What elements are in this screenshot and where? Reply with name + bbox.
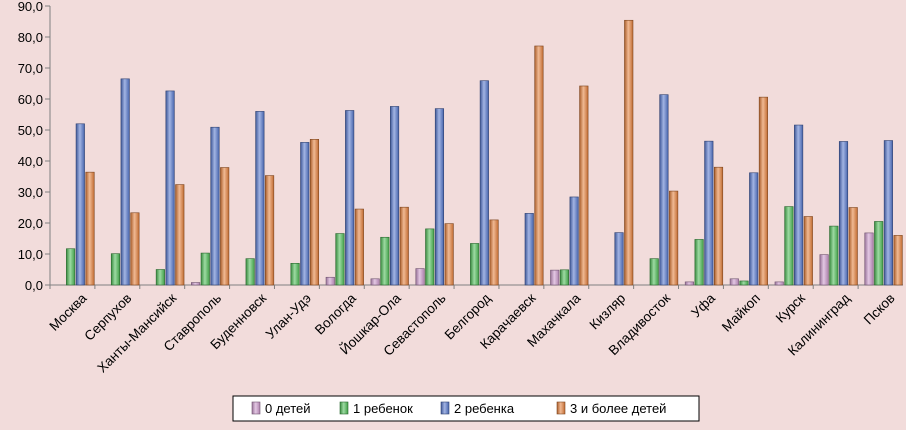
bar-2-ребенка-калининград xyxy=(838,141,849,286)
bar-3-и-более-детей-буденновск xyxy=(265,175,275,286)
bar-3-и-более-детей-севастополь xyxy=(444,223,454,286)
bar-1-ребенок-калининград xyxy=(829,225,839,286)
y-tick-label: 0,0 xyxy=(25,278,43,293)
bar-3-и-более-детей-владивосток xyxy=(669,190,679,286)
bar-3-и-более-детей-йошкар-ола xyxy=(399,206,409,286)
bar-2-ребенка-владивосток xyxy=(659,94,669,286)
bar-0-детей-севастополь xyxy=(415,268,425,286)
bar-0-детей-ставрополь xyxy=(191,282,201,286)
y-tick-label: 30,0 xyxy=(18,185,43,200)
y-tick-label: 20,0 xyxy=(18,216,43,231)
bar-0-детей-псков xyxy=(864,232,874,286)
bar-2-ребенка-севастополь xyxy=(434,108,445,286)
bar-3-и-более-детей-уфа xyxy=(713,166,724,286)
bar-3-и-более-детей-ставрополь xyxy=(220,167,230,286)
x-tick-label-кизляр: Кизляр xyxy=(586,291,628,333)
bar-3-и-более-детей-серпухов xyxy=(130,212,140,286)
bar-3-и-более-детей-калининград xyxy=(848,207,858,286)
bar-1-ребенок-вологда xyxy=(335,233,345,286)
x-tick-label-ханты-мансийск: Ханты-Мансийск xyxy=(94,290,179,375)
bar-3-и-более-детей-ханты-мансийск xyxy=(175,184,185,286)
bar-1-ребенок-псков xyxy=(874,221,884,286)
bar-2-ребенка-кизляр xyxy=(614,232,624,286)
x-tick-label-уфа: Уфа xyxy=(688,290,718,320)
legend-label-1-ребенок: 1 ребенок xyxy=(353,401,413,416)
bar-2-ребенка-серпухов xyxy=(120,78,130,286)
bar-2-ребенка-йошкар-ола xyxy=(390,106,400,286)
bar-3-и-более-детей-псков xyxy=(893,235,903,286)
bar-0-детей-махачкала xyxy=(550,269,560,286)
bar-0-детей-курск xyxy=(774,281,784,286)
y-tick-label: 10,0 xyxy=(18,247,43,262)
bar-2-ребенка-ханты-мансийск xyxy=(165,90,175,286)
bar-1-ребенок-майкоп xyxy=(739,280,749,286)
bar-2-ребенка-буденновск xyxy=(255,111,265,286)
x-tick-label-псков: Псков xyxy=(861,291,898,328)
legend: 0 детей 1 ребенок 2 ребенка 3 и более детей xyxy=(232,395,700,422)
bar-3-и-более-детей-улан-удэ xyxy=(309,139,320,286)
y-tick-label: 40,0 xyxy=(18,154,43,169)
y-tick-label: 80,0 xyxy=(18,30,43,45)
bar-2-ребенка-ставрополь xyxy=(210,126,220,286)
y-tick-label: 50,0 xyxy=(18,123,43,138)
bar-3-и-более-детей-кизляр xyxy=(624,19,634,286)
bar-1-ребенок-серпухов xyxy=(110,253,121,286)
bar-1-ребенок-севастополь xyxy=(425,228,435,286)
bar-3-и-более-детей-махачкала xyxy=(579,85,589,286)
bar-3-и-более-детей-белгород xyxy=(489,219,499,286)
bar-3-и-более-детей-вологда xyxy=(354,208,364,286)
legend-label-2-ребенка: 2 ребенка xyxy=(454,401,515,416)
bar-2-ребенка-курск xyxy=(794,124,804,286)
bar-0-детей-майкоп xyxy=(729,278,739,286)
x-tick-label-улан-удэ: Улан-Удэ xyxy=(263,290,314,341)
bar-0-детей-йошкар-ола xyxy=(370,278,380,286)
bar-1-ребенок-белгород xyxy=(470,243,480,286)
bar-2-ребенка-уфа xyxy=(704,140,714,286)
y-tick-label: 70,0 xyxy=(18,61,43,76)
legend-swatch-2-ребенка xyxy=(440,401,450,415)
bar-0-детей-калининград xyxy=(819,254,829,286)
bar-1-ребенок-уфа xyxy=(694,239,704,286)
bar-2-ребенка-улан-удэ xyxy=(300,142,310,286)
bar-3-и-более-детей-майкоп xyxy=(758,96,768,286)
legend-swatch-0-детей xyxy=(251,401,261,415)
y-tick-label: 90,0 xyxy=(18,0,43,14)
x-tick-label-майкоп: Майкоп xyxy=(719,291,763,335)
bar-1-ребенок-ханты-мансийск xyxy=(155,269,165,286)
bar-1-ребенок-москва xyxy=(66,248,76,286)
bar-1-ребенок-махачкала xyxy=(559,269,569,286)
bar-1-ребенок-улан-удэ xyxy=(290,262,300,286)
bar-2-ребенка-вологда xyxy=(345,110,355,286)
x-tick-label-курск: Курск xyxy=(773,290,808,325)
bar-2-ребенка-майкоп xyxy=(749,172,759,286)
bar-2-ребенка-белгород xyxy=(479,80,489,286)
bar-3-и-более-детей-москва xyxy=(85,171,95,286)
bar-0-детей-вологда xyxy=(325,276,335,286)
legend-swatch-1-ребенок xyxy=(339,401,349,415)
bar-2-ребенка-махачкала xyxy=(569,196,579,286)
legend-box xyxy=(232,395,700,422)
bars xyxy=(66,19,903,286)
bar-0-детей-уфа xyxy=(684,281,694,286)
bar-1-ребенок-буденновск xyxy=(245,258,255,286)
bar-2-ребенка-карачаевск xyxy=(524,213,534,286)
bar-2-ребенка-москва xyxy=(75,123,85,286)
legend-label-0-детей: 0 детей xyxy=(265,401,311,416)
bar-3-и-более-детей-курск xyxy=(803,216,813,286)
legend-swatch-3-и-более-детей xyxy=(556,401,566,415)
bar-1-ребенок-ставрополь xyxy=(200,252,210,286)
x-tick-label-москва: Москва xyxy=(46,290,90,334)
bar-1-ребенок-курск xyxy=(784,206,794,286)
bar-3-и-более-детей-карачаевск xyxy=(534,45,544,286)
bar-1-ребенок-владивосток xyxy=(649,258,659,286)
y-tick-label: 60,0 xyxy=(18,92,43,107)
bar-1-ребенок-йошкар-ола xyxy=(380,236,390,286)
bar-2-ребенка-псков xyxy=(883,140,893,286)
legend-label-3-и-более-детей: 3 и более детей xyxy=(570,401,666,416)
